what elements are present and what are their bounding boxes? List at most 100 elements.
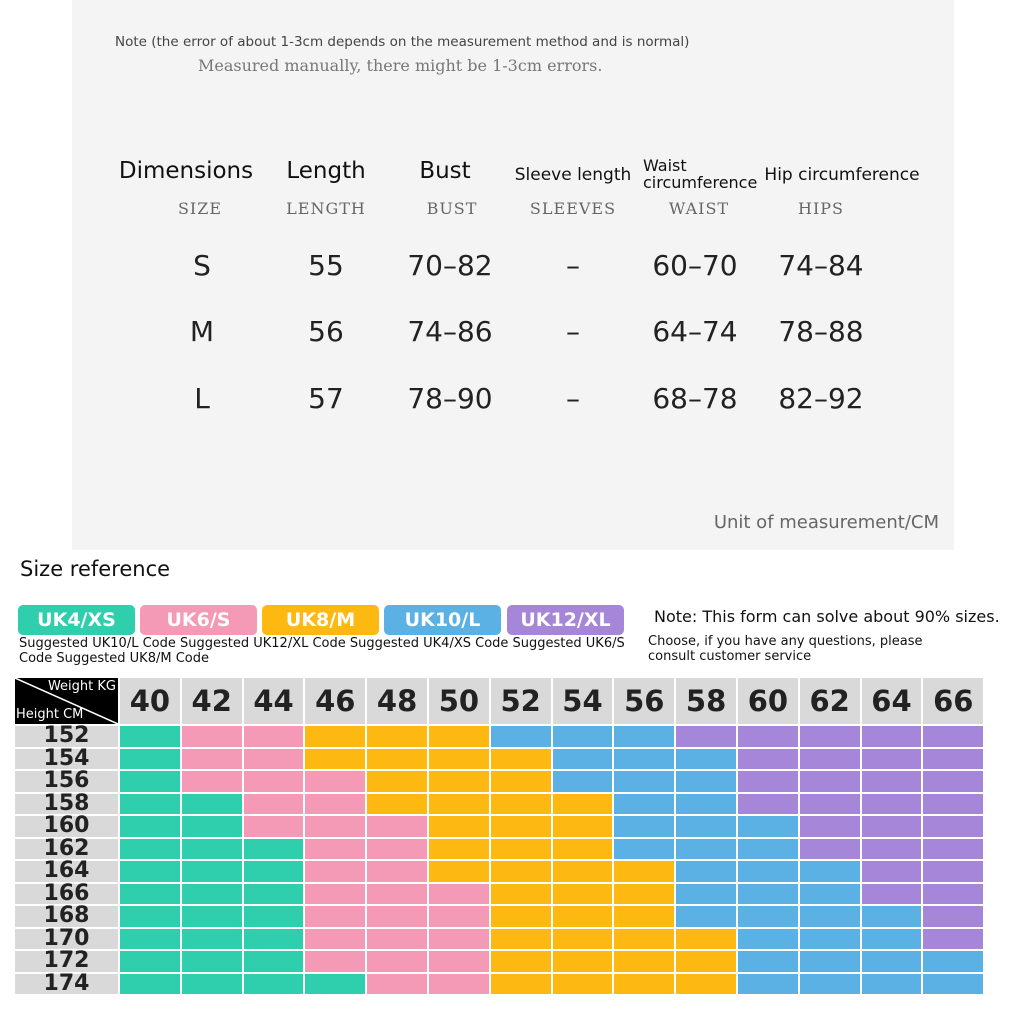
cell-sleeve-l: –	[566, 382, 580, 415]
size-cell	[426, 904, 491, 929]
size-reference-title: Size reference	[20, 557, 171, 581]
cell-length-s: 55	[308, 249, 344, 282]
size-cell	[797, 791, 862, 816]
cell-size-l: L	[194, 382, 210, 415]
size-cell	[241, 859, 306, 884]
size-cell	[118, 904, 182, 929]
size-cell	[735, 724, 800, 749]
cell-size-m: M	[189, 315, 215, 348]
size-cell	[612, 814, 677, 839]
size-cell	[735, 746, 800, 771]
height-header: 164	[13, 859, 120, 884]
size-cell	[426, 926, 491, 951]
size-cell	[797, 836, 862, 861]
cell-bust-l: 78–90	[407, 382, 493, 415]
manual-measure-note: Measured manually, there might be 1-3cm …	[198, 56, 603, 75]
size-cell	[612, 859, 677, 884]
cell-sleeve-m: –	[566, 315, 580, 348]
size-cell	[550, 836, 615, 861]
size-cell	[612, 791, 677, 816]
size-cell	[426, 881, 491, 906]
size-cell	[550, 769, 615, 794]
size-cell	[797, 926, 862, 951]
size-cell	[426, 724, 491, 749]
size-cell	[550, 746, 615, 771]
error-note: Note (the error of about 1-3cm depends o…	[115, 34, 690, 50]
size-cell	[179, 971, 244, 996]
size-cell	[550, 791, 615, 816]
size-cell	[674, 769, 738, 794]
size-cell	[859, 904, 924, 929]
height-header: 174	[13, 971, 120, 996]
size-cell	[179, 724, 244, 749]
sub-size: SIZE	[177, 199, 223, 218]
weight-header: 62	[797, 676, 862, 726]
size-cell	[118, 769, 182, 794]
size-cell	[797, 971, 862, 996]
size-cell	[179, 836, 244, 861]
weight-axis-label: Weight KG	[47, 679, 116, 694]
height-header: 160	[13, 814, 120, 839]
size-cell	[735, 971, 800, 996]
size-cell	[735, 859, 800, 884]
size-cell	[550, 724, 615, 749]
badge-uk8-m: UK8/M	[262, 605, 379, 635]
header-waist: Waist circumference	[643, 157, 757, 191]
size-cell	[674, 971, 738, 996]
size-cell	[797, 859, 862, 884]
size-cell	[674, 904, 738, 929]
badge-uk6-s: UK6/S	[140, 605, 257, 635]
size-cell	[921, 724, 986, 749]
weight-header: 48	[365, 676, 429, 726]
size-cell	[550, 904, 615, 929]
size-cell	[550, 971, 615, 996]
size-cell	[674, 836, 738, 861]
size-cell	[612, 904, 677, 929]
weight-header: 40	[118, 676, 182, 726]
size-cell	[674, 949, 738, 974]
size-cell	[241, 769, 306, 794]
size-cell	[426, 769, 491, 794]
size-cell	[612, 971, 677, 996]
size-cell	[921, 926, 986, 951]
grid-row: 156	[13, 769, 986, 794]
sub-sleeves: SLEEVES	[529, 199, 617, 218]
weight-header: 66	[921, 676, 986, 726]
size-cell	[365, 926, 429, 951]
weight-header: 44	[241, 676, 306, 726]
size-cell	[241, 926, 306, 951]
size-cell	[488, 724, 553, 749]
size-cell	[921, 769, 986, 794]
size-cell	[303, 926, 368, 951]
coverage-note: Note: This form can solve about 90% size…	[654, 607, 1000, 626]
size-cell	[365, 724, 429, 749]
size-cell	[735, 814, 800, 839]
size-cell	[674, 791, 738, 816]
size-cell	[921, 746, 986, 771]
size-cell	[426, 859, 491, 884]
cell-bust-s: 70–82	[407, 249, 493, 282]
size-cell	[179, 746, 244, 771]
size-cell	[612, 724, 677, 749]
suggestion-text: Suggested UK10/L Code Suggested UK12/XL …	[19, 636, 625, 666]
height-header: 154	[13, 746, 120, 771]
size-cell	[303, 904, 368, 929]
size-cell	[118, 859, 182, 884]
height-header: 168	[13, 904, 120, 929]
size-cell	[674, 746, 738, 771]
size-cell	[241, 814, 306, 839]
measurement-panel	[72, 0, 954, 550]
grid-row: 174	[13, 971, 986, 996]
weight-header: 46	[303, 676, 368, 726]
size-cell	[550, 926, 615, 951]
header-waist-line2: circumference	[643, 173, 758, 192]
unit-label: Unit of measurement/CM	[713, 512, 939, 533]
size-cell	[365, 881, 429, 906]
size-cell	[612, 769, 677, 794]
size-cell	[426, 971, 491, 996]
size-cell	[241, 881, 306, 906]
weight-header: 60	[735, 676, 800, 726]
size-cell	[735, 904, 800, 929]
size-cell	[365, 769, 429, 794]
size-cell	[674, 724, 738, 749]
